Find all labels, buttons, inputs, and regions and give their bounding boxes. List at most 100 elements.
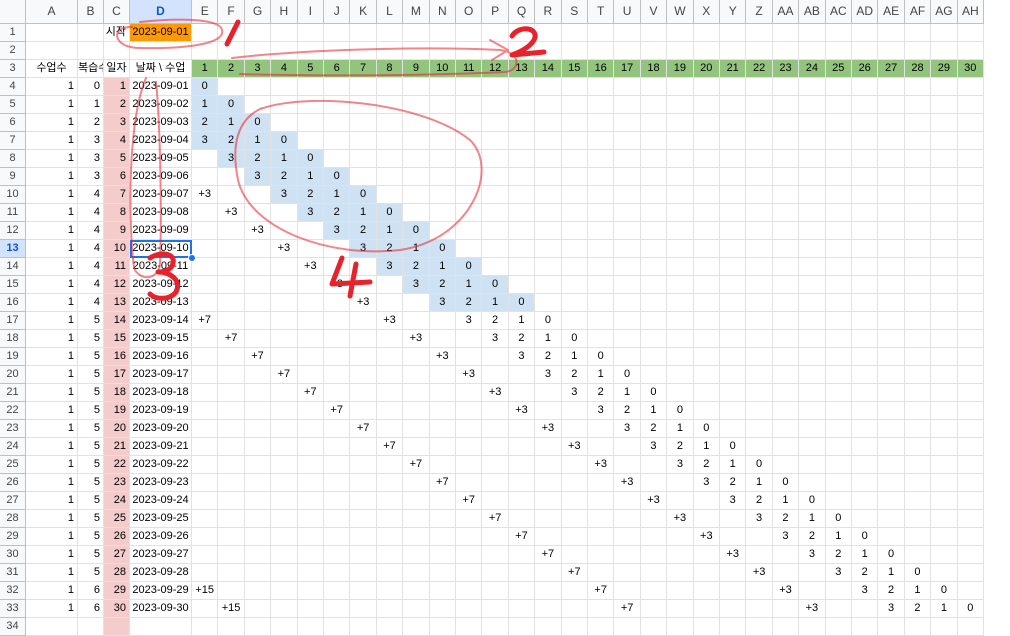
cell[interactable] [772, 600, 800, 618]
review-count-cell[interactable]: 2 [78, 114, 104, 132]
review-offset-cell[interactable]: +3 [799, 600, 826, 618]
cell[interactable] [904, 24, 932, 42]
cell[interactable] [957, 438, 984, 456]
cell[interactable] [535, 618, 562, 636]
cell[interactable] [403, 96, 430, 114]
cell[interactable] [720, 24, 747, 42]
cell[interactable] [931, 438, 958, 456]
cell[interactable] [799, 438, 826, 456]
cell[interactable] [904, 204, 932, 222]
row-header-3[interactable]: 3 [0, 60, 26, 78]
cell[interactable] [852, 618, 879, 636]
review-interval-cell[interactable]: 3 [588, 402, 615, 420]
cell[interactable] [429, 114, 456, 132]
cell[interactable] [825, 600, 852, 618]
lesson-count-cell[interactable]: 1 [26, 186, 78, 204]
cell[interactable] [825, 438, 852, 456]
review-interval-cell[interactable]: 0 [720, 438, 747, 456]
cell[interactable] [878, 402, 905, 420]
cell[interactable] [218, 402, 245, 420]
cell[interactable] [429, 384, 456, 402]
cell[interactable] [508, 492, 536, 510]
cell[interactable] [746, 294, 773, 312]
cell[interactable] [350, 546, 377, 564]
cell[interactable] [957, 312, 984, 330]
review-interval-cell[interactable]: 3 [350, 240, 377, 258]
review-interval-cell[interactable]: 0 [667, 402, 694, 420]
cell[interactable] [535, 492, 562, 510]
review-interval-cell[interactable]: 0 [693, 420, 720, 438]
cell[interactable] [508, 420, 536, 438]
cell[interactable] [878, 258, 905, 276]
review-offset-cell[interactable]: +3 [429, 348, 456, 366]
row-header-21[interactable]: 21 [0, 384, 26, 402]
cell[interactable] [693, 258, 720, 276]
day-number-cell[interactable]: 24 [104, 492, 130, 510]
row-header-8[interactable]: 8 [0, 150, 26, 168]
review-interval-cell[interactable]: 3 [271, 186, 298, 204]
review-interval-cell[interactable]: 2 [482, 312, 509, 330]
cell[interactable] [825, 42, 852, 60]
lesson-count-cell[interactable]: 1 [26, 204, 78, 222]
cell[interactable] [931, 564, 958, 582]
cell[interactable] [244, 258, 272, 276]
cell[interactable] [244, 96, 272, 114]
cell[interactable] [561, 186, 588, 204]
lesson-count-cell[interactable]: 1 [26, 150, 78, 168]
cell[interactable] [878, 330, 905, 348]
cell[interactable] [218, 474, 245, 492]
column-header-l[interactable]: L [376, 0, 404, 24]
cell[interactable] [878, 204, 905, 222]
review-interval-cell[interactable]: 3 [456, 312, 483, 330]
cell[interactable] [429, 420, 456, 438]
cell[interactable] [720, 204, 747, 222]
cell[interactable] [904, 240, 932, 258]
review-interval-cell[interactable]: 1 [429, 258, 456, 276]
cell[interactable] [825, 402, 852, 420]
review-interval-cell[interactable]: 3 [376, 258, 404, 276]
review-offset-cell[interactable]: +7 [561, 564, 588, 582]
date-cell[interactable]: 2023-09-04 [130, 132, 192, 150]
review-count-cell[interactable]: 5 [78, 510, 104, 528]
cell[interactable] [931, 384, 958, 402]
cell[interactable] [772, 402, 800, 420]
cell[interactable] [561, 312, 588, 330]
cell[interactable] [852, 186, 879, 204]
cell[interactable] [561, 114, 588, 132]
review-offset-cell[interactable]: +3 [192, 186, 219, 204]
date-cell[interactable]: 2023-09-13 [130, 294, 192, 312]
cell[interactable] [297, 366, 324, 384]
cell[interactable] [218, 420, 245, 438]
review-interval-cell[interactable]: 2 [825, 546, 852, 564]
cell[interactable] [720, 150, 747, 168]
cell[interactable] [852, 474, 879, 492]
header-cell[interactable]: 수업수 [26, 60, 78, 78]
cell[interactable] [614, 438, 641, 456]
cell[interactable] [904, 222, 932, 240]
cell[interactable] [535, 294, 562, 312]
column-header-a[interactable]: A [26, 0, 78, 24]
cell[interactable] [693, 546, 720, 564]
cell[interactable] [456, 204, 483, 222]
review-interval-cell[interactable]: 3 [429, 294, 456, 312]
day-number-cell[interactable]: 9 [104, 222, 130, 240]
column-header-m[interactable]: M [403, 0, 430, 24]
cell[interactable] [508, 132, 536, 150]
cell[interactable] [192, 564, 219, 582]
cell[interactable] [825, 312, 852, 330]
cell[interactable] [852, 420, 879, 438]
review-interval-cell[interactable]: 2 [376, 240, 404, 258]
day-number-cell[interactable]: 25 [104, 510, 130, 528]
cell[interactable] [561, 456, 588, 474]
cell[interactable] [878, 438, 905, 456]
cell[interactable] [772, 258, 800, 276]
date-cell[interactable]: 2023-09-02 [130, 96, 192, 114]
review-interval-cell[interactable]: 2 [535, 348, 562, 366]
lesson-count-cell[interactable]: 1 [26, 492, 78, 510]
cell[interactable] [693, 114, 720, 132]
cell[interactable] [878, 456, 905, 474]
cell[interactable] [825, 78, 852, 96]
cell[interactable] [667, 222, 694, 240]
cell[interactable] [799, 618, 826, 636]
review-interval-cell[interactable]: 3 [244, 168, 272, 186]
